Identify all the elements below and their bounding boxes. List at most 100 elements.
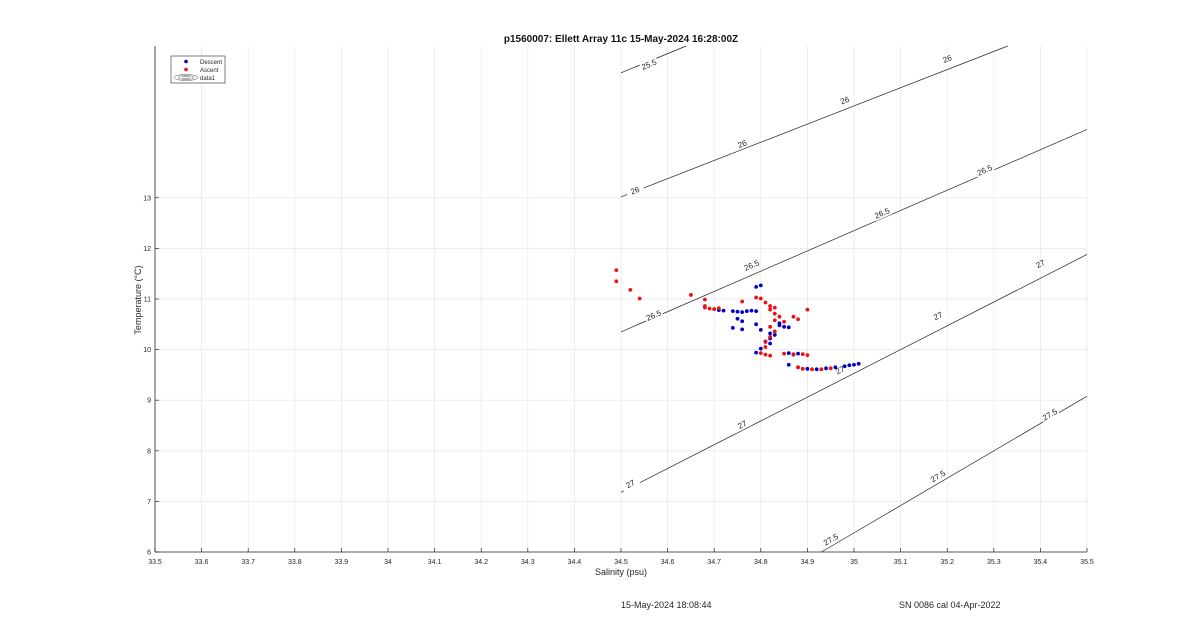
x-tick-label: 34.8	[754, 559, 768, 566]
descent-point	[754, 322, 759, 327]
x-tick-label: 35.5	[1080, 559, 1094, 566]
contour-label-bg	[820, 530, 841, 549]
ascent-point	[716, 306, 721, 311]
ascent-point	[763, 340, 768, 344]
x-tick-label: 34	[384, 559, 392, 566]
contour-label-bg	[927, 307, 949, 325]
descent-point	[786, 325, 791, 330]
contour-label: 27	[625, 478, 638, 490]
x-axis-label: Salinity (psu)	[595, 567, 647, 577]
ascent-point	[763, 300, 768, 305]
ascent-point	[768, 353, 773, 358]
x-axis-ticks: 33.5 33.6 33.7 33.8 33.9 34 34.1 34.2 34.3 34.4 34…	[148, 548, 1094, 566]
ascent-point	[768, 304, 773, 308]
ascent-point	[763, 352, 768, 357]
ascent-point	[772, 318, 777, 323]
descent-point	[796, 351, 800, 356]
x-tick-label: 33.9	[335, 559, 349, 566]
descent-point	[805, 366, 810, 371]
legend-ascent-label: Ascent	[200, 68, 219, 74]
ascent-point	[707, 306, 712, 311]
legend-ascent-marker	[184, 67, 188, 72]
x-tick-label: 33.6	[195, 559, 209, 566]
y-tick-label: 6	[147, 550, 151, 557]
y-tick-label: 12	[143, 246, 151, 253]
ascent-point	[712, 307, 717, 312]
legend-descent-marker	[184, 59, 188, 64]
ascent-point	[758, 351, 763, 356]
contour-line	[620, 129, 1088, 333]
ascent-point	[689, 293, 693, 297]
ascent-point	[800, 352, 805, 357]
descent-point	[730, 325, 735, 330]
ascent-point	[772, 311, 777, 316]
ascent-point	[740, 299, 745, 304]
x-tick-label: 33.7	[241, 559, 255, 566]
descent-point	[721, 308, 726, 313]
data-series	[614, 268, 861, 372]
x-tick-label: 34.6	[661, 559, 675, 566]
contour-label-bg	[624, 182, 646, 199]
descent-point	[786, 351, 791, 356]
descent-point	[856, 361, 861, 366]
ascent-point	[772, 305, 777, 310]
ascent-point	[796, 317, 800, 322]
ascent-point	[614, 279, 619, 284]
descent-point	[754, 284, 759, 289]
ascent-point	[805, 307, 810, 312]
ascent-point	[768, 335, 773, 339]
contour-label: 26	[629, 185, 641, 197]
descent-point	[782, 324, 786, 329]
ascent-point	[628, 287, 633, 292]
ascent-point	[782, 351, 786, 356]
footer-timestamp: 15-May-2024 18:08:44	[621, 600, 712, 610]
descent-point	[749, 308, 754, 313]
x-tick-label: 33.8	[288, 559, 302, 566]
legend: Descent Ascent data1	[170, 55, 226, 84]
ascent-point	[772, 329, 777, 334]
contour-label-bg	[741, 256, 762, 274]
descent-point	[824, 366, 828, 371]
contour-label-bg	[927, 467, 949, 485]
legend-box	[170, 55, 226, 84]
x-tick-label: 35	[850, 559, 858, 566]
ascent-point	[796, 365, 800, 370]
descent-point	[768, 341, 773, 346]
descent-point	[740, 319, 745, 324]
descent-point	[744, 309, 749, 314]
descent-point	[786, 362, 791, 367]
footer-calibration: SN 0086 cal 04-Apr-2022	[899, 600, 1001, 610]
contour-label-bg	[834, 92, 855, 109]
contour-line	[620, 254, 1088, 493]
ascent-point	[758, 296, 763, 301]
contour-label: 26	[839, 95, 851, 107]
ascent-point	[768, 324, 773, 329]
x-tick-label: 34.4	[568, 559, 582, 566]
descent-point	[814, 367, 819, 372]
descent-point	[758, 346, 763, 351]
series-ascent	[614, 268, 833, 372]
ascent-point	[828, 366, 833, 371]
ascent-point	[763, 345, 768, 349]
contour-label-bg	[731, 135, 753, 152]
ascent-point	[702, 297, 707, 302]
x-tick-label: 34.2	[474, 559, 488, 566]
descent-point	[730, 309, 735, 314]
y-tick-label: 7	[147, 499, 151, 506]
series-descent	[712, 283, 861, 372]
ascent-point	[819, 367, 824, 372]
x-tick-label: 34.3	[521, 559, 535, 566]
y-tick-label: 10	[143, 347, 151, 354]
descent-point	[772, 333, 777, 337]
x-tick-label: 34.5	[614, 559, 628, 566]
ascent-point	[800, 366, 805, 371]
contour-label-bg	[620, 475, 641, 493]
ascent-point	[637, 296, 642, 301]
ascent-point	[791, 352, 796, 357]
ascent-point	[805, 353, 810, 358]
contour-label-bg	[638, 56, 660, 73]
ascent-point	[777, 314, 782, 319]
x-tick-label: 35.2	[940, 559, 954, 566]
contour-label-bg	[1030, 255, 1051, 273]
